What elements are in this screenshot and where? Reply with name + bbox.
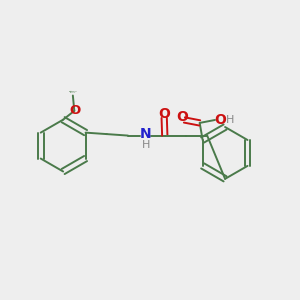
Text: H: H [226, 115, 235, 125]
Text: O: O [214, 113, 226, 127]
Text: O: O [176, 110, 188, 124]
Text: O: O [69, 104, 80, 117]
Text: N: N [140, 127, 152, 141]
Text: H: H [142, 140, 150, 150]
Text: methoxy_lbl: methoxy_lbl [68, 90, 77, 92]
Text: methoxy: methoxy [70, 91, 76, 93]
Text: O: O [158, 107, 170, 121]
Text: methoxy: methoxy [70, 90, 76, 92]
